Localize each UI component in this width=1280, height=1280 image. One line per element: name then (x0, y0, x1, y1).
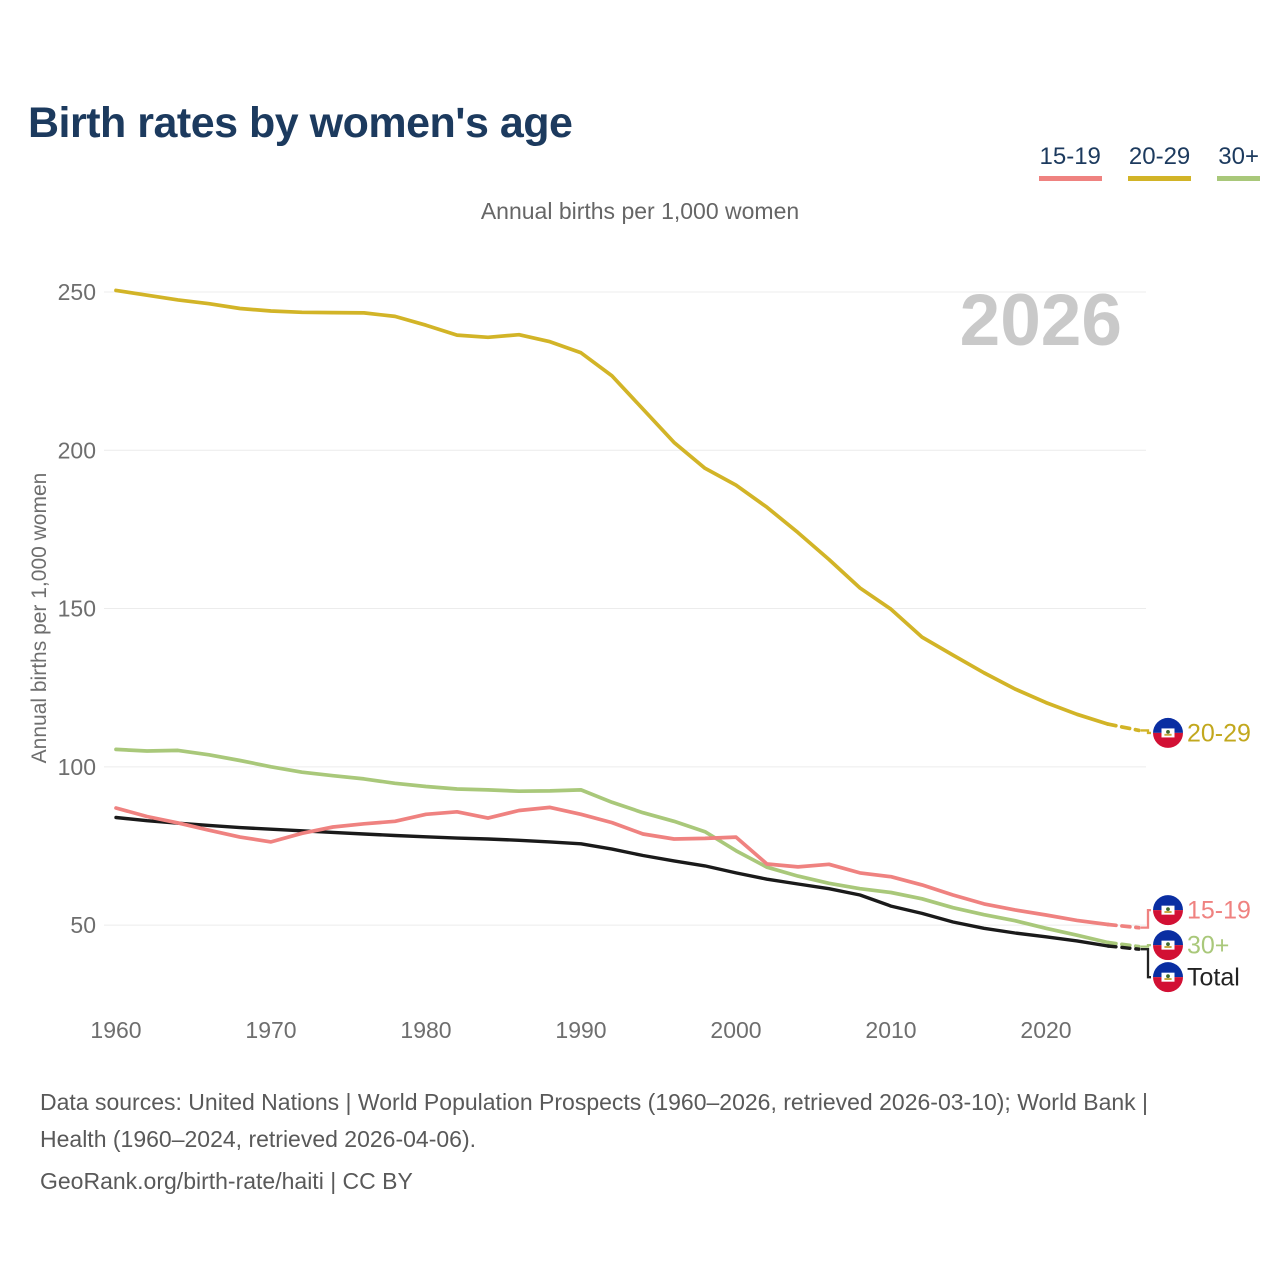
flag-emblem-palm (1166, 974, 1170, 979)
label-connector-20-29 (1141, 729, 1151, 735)
series-end-label-15-19[interactable]: 15-19 (1187, 897, 1251, 925)
series-line-30+[interactable] (114, 747, 1110, 945)
legend-item-30plus[interactable]: 30+ (1217, 143, 1260, 181)
haiti-flag-marker (1151, 960, 1185, 995)
legend-item-15-19[interactable]: 15-19 (1038, 143, 1102, 181)
flag-emblem-palm (1166, 730, 1170, 734)
x-tick-label: 1960 (90, 1017, 141, 1043)
end-markers: 20-29 30+ Total 15-19 (1141, 715, 1251, 995)
x-tick-label: 2000 (710, 1017, 761, 1043)
y-tick-label: 50 (70, 912, 96, 938)
y-tick-label: 100 (58, 754, 96, 780)
haiti-flag-marker (1151, 715, 1185, 750)
chart-subtitle: Annual births per 1,000 women (480, 198, 800, 224)
series-forecast-15-19[interactable] (1106, 922, 1141, 930)
x-tick-label: 1970 (245, 1017, 296, 1043)
series-end-label-Total[interactable]: Total (1187, 964, 1240, 992)
x-tick-label: 2010 (865, 1017, 916, 1043)
legend-item-20-29[interactable]: 20-29 (1127, 143, 1192, 181)
x-tick-label: 2020 (1020, 1017, 1071, 1043)
flag-red-half (1153, 732, 1183, 748)
y-tick-label: 150 (58, 596, 96, 622)
flag-blue-half (1153, 895, 1183, 911)
y-axis-title: Annual births per 1,000 women (28, 473, 51, 764)
flag-emblem-base (1164, 911, 1172, 913)
x-tick-labels: 1960 1970 1980 1990 2000 2010 2020 (90, 1017, 1071, 1043)
series-forecast-Total[interactable] (1106, 944, 1141, 951)
flag-emblem-palm (1166, 942, 1170, 947)
series-lines (114, 288, 1141, 951)
haiti-flag-marker (1151, 893, 1185, 928)
flag-emblem-palm (1166, 907, 1170, 912)
series-forecast-20-29[interactable] (1106, 722, 1141, 733)
series-line-20-29[interactable] (114, 288, 1110, 726)
series-line-Total[interactable] (114, 815, 1110, 948)
flag-red-half (1153, 910, 1183, 926)
series-line-15-19[interactable] (114, 805, 1110, 927)
flag-emblem-base (1164, 946, 1172, 948)
flag-blue-half (1153, 717, 1183, 733)
series-end-label-30+[interactable]: 30+ (1187, 932, 1229, 960)
x-tick-label: 1980 (400, 1017, 451, 1043)
series-forecast-30+[interactable] (1106, 940, 1141, 949)
attribution-link[interactable]: GeoRank.org/birth-rate/haiti | CC BY (40, 1167, 413, 1194)
flag-blue-half (1153, 930, 1183, 946)
y-tick-label: 200 (58, 437, 96, 463)
label-connector-30+ (1141, 943, 1151, 948)
flag-red-half (1153, 977, 1183, 993)
birth-rate-chart: 2026 250 200 150 100 50 1960 1970 1980 1990 2000… (28, 279, 1251, 1043)
flag-emblem-base (1164, 733, 1172, 736)
flag-red-half (1153, 945, 1183, 961)
flag-emblem-base (1164, 978, 1172, 980)
watermark-year: 2026 (960, 280, 1122, 361)
y-tick-label: 250 (58, 279, 96, 305)
data-sources-text: Data sources: United Nations | World Pop… (40, 1089, 1149, 1152)
flag-blue-half (1153, 962, 1183, 978)
footer: Data sources: United Nations | World Pop… (40, 1084, 1220, 1199)
label-connector-15-19 (1141, 909, 1151, 929)
x-tick-label: 1990 (555, 1017, 606, 1043)
y-tick-labels: 250 200 150 100 50 (58, 279, 96, 938)
series-end-label-20-29[interactable]: 20-29 (1187, 719, 1251, 747)
legend: 15-19 20-29 30+ (1038, 143, 1260, 181)
haiti-flag-marker (1151, 928, 1185, 963)
page-title: Birth rates by women's age (28, 98, 573, 147)
label-connector-Total (1141, 948, 1151, 979)
